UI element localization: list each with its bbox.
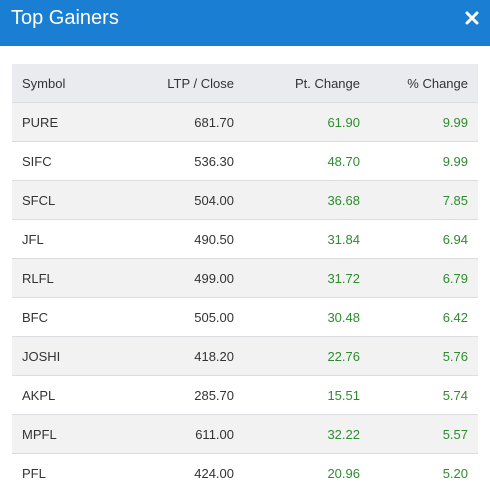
table-row[interactable]: RLFL 499.00 31.72 6.79 xyxy=(12,258,478,298)
cell-pt-change: 32.22 xyxy=(327,426,360,442)
cell-symbol: MPFL xyxy=(22,426,57,442)
cell-ltp-close: 490.50 xyxy=(194,231,234,247)
cell-symbol: SIFC xyxy=(22,153,52,169)
cell-ltp-close: 499.00 xyxy=(194,270,234,286)
table-row[interactable]: BFC 505.00 30.48 6.42 xyxy=(12,297,478,337)
cell-ltp-close: 418.20 xyxy=(194,348,234,364)
cell-pt-change: 15.51 xyxy=(327,387,360,403)
table-row[interactable]: SIFC 536.30 48.70 9.99 xyxy=(12,141,478,181)
close-icon[interactable] xyxy=(465,11,479,25)
cell-symbol: SFCL xyxy=(22,192,56,208)
table-header-row: Symbol LTP / Close Pt. Change % Change xyxy=(12,64,478,103)
cell-pt-change: 20.96 xyxy=(327,465,360,481)
table-row[interactable]: AKPL 285.70 15.51 5.74 xyxy=(12,375,478,415)
cell-ltp-close: 611.00 xyxy=(195,426,234,442)
table-header: Symbol LTP / Close Pt. Change % Change xyxy=(12,64,478,103)
gainers-table-container: Symbol LTP / Close Pt. Change % Change P… xyxy=(12,64,478,488)
cell-pct-change: 9.99 xyxy=(442,153,468,169)
cell-ltp-close: 504.00 xyxy=(194,192,234,208)
cell-pct-change: 6.94 xyxy=(442,231,468,247)
cell-pct-change: 5.57 xyxy=(442,426,468,442)
cell-pt-change: 31.84 xyxy=(327,231,360,247)
cell-pt-change: 61.90 xyxy=(327,114,360,130)
cell-ltp-close: 505.00 xyxy=(194,309,234,325)
cell-pct-change: 5.76 xyxy=(442,348,468,364)
column-header-symbol[interactable]: Symbol xyxy=(22,75,66,91)
cell-symbol: PURE xyxy=(22,114,59,130)
table-row[interactable]: JFL 490.50 31.84 6.94 xyxy=(12,219,478,259)
cell-symbol: PFL xyxy=(22,465,46,481)
cell-pt-change: 22.76 xyxy=(327,348,360,364)
modal-title: Top Gainers xyxy=(11,7,119,29)
cell-ltp-close: 536.30 xyxy=(194,153,234,169)
cell-ltp-close: 681.70 xyxy=(194,114,234,130)
cell-pt-change: 30.48 xyxy=(327,309,360,325)
table-row[interactable]: PFL 424.00 20.96 5.20 xyxy=(12,453,478,488)
cell-pct-change: 5.20 xyxy=(442,465,468,481)
cell-symbol: AKPL xyxy=(22,387,56,403)
cell-pt-change: 48.70 xyxy=(327,153,360,169)
cell-symbol: BFC xyxy=(22,309,48,325)
column-header-ltp-close[interactable]: LTP / Close xyxy=(167,75,234,91)
cell-pct-change: 6.42 xyxy=(442,309,468,325)
cell-symbol: JOSHI xyxy=(22,348,61,364)
table-row[interactable]: PURE 681.70 61.90 9.99 xyxy=(12,102,478,142)
table-row[interactable]: MPFL 611.00 32.22 5.57 xyxy=(12,414,478,454)
gainers-table: Symbol LTP / Close Pt. Change % Change P… xyxy=(12,64,478,488)
modal-header: Top Gainers xyxy=(0,0,490,46)
table-body: PURE 681.70 61.90 9.99 SIFC 536.30 48.70 9.99 SF… xyxy=(12,102,478,488)
cell-symbol: JFL xyxy=(22,231,44,247)
cell-ltp-close: 424.00 xyxy=(194,465,234,481)
cell-symbol: RLFL xyxy=(22,270,54,286)
cell-pct-change: 7.85 xyxy=(442,192,468,208)
table-row[interactable]: SFCL 504.00 36.68 7.85 xyxy=(12,180,478,220)
cell-ltp-close: 285.70 xyxy=(194,387,234,403)
cell-pct-change: 9.99 xyxy=(442,114,468,130)
cell-pt-change: 36.68 xyxy=(327,192,360,208)
table-row[interactable]: JOSHI 418.20 22.76 5.76 xyxy=(12,336,478,376)
cell-pt-change: 31.72 xyxy=(327,270,360,286)
column-header-pt-change[interactable]: Pt. Change xyxy=(294,75,360,91)
cell-pct-change: 6.79 xyxy=(442,270,468,286)
column-header-pct-change[interactable]: % Change xyxy=(407,75,468,91)
cell-pct-change: 5.74 xyxy=(442,387,468,403)
